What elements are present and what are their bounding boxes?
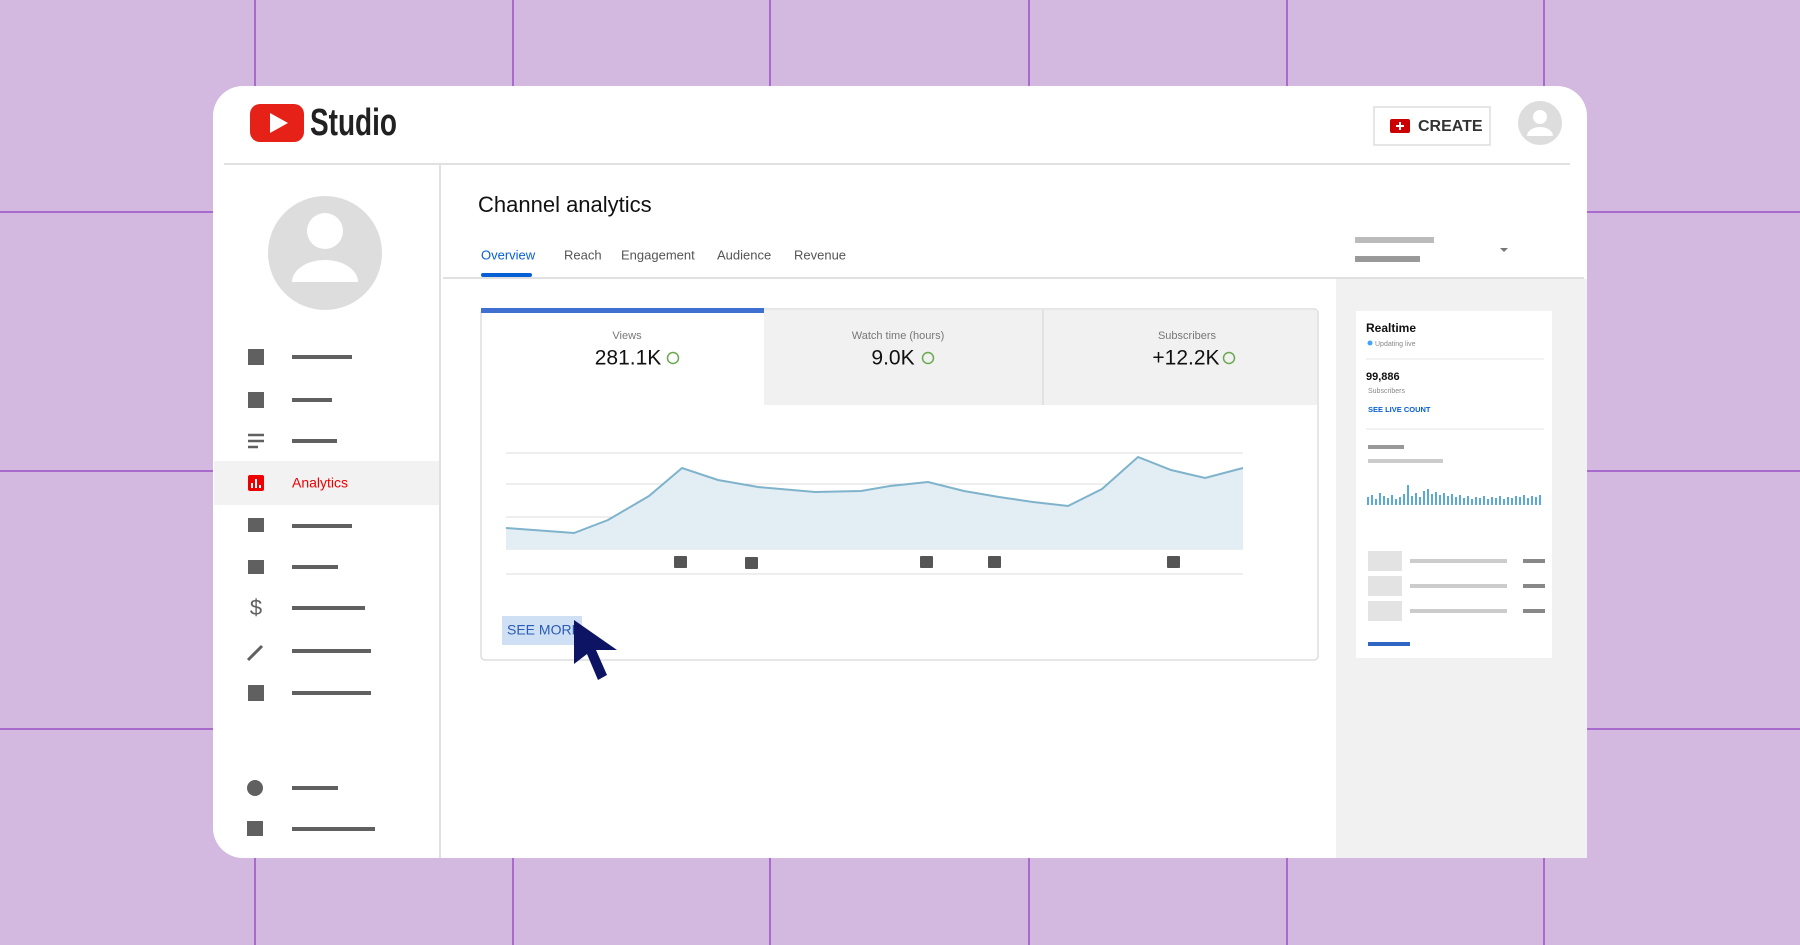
tab[interactable]: Reach <box>564 247 602 262</box>
logo[interactable]: Studio <box>250 102 397 144</box>
metric-value: 281.1K <box>595 347 662 370</box>
see-more-button[interactable]: SEE MORE <box>502 616 582 645</box>
live-count-link[interactable]: SEE LIVE COUNT <box>1368 405 1431 414</box>
metric-value: +12.2K <box>1152 347 1219 370</box>
check-icons <box>666 351 1236 365</box>
page-title: Channel analytics <box>478 192 652 217</box>
sidebar-nav: $ <box>246 349 375 836</box>
realtime-status: Updating live <box>1375 341 1416 348</box>
realtime-bars <box>1367 485 1541 505</box>
tab[interactable]: Audience <box>717 247 771 262</box>
metric-label: Views <box>612 330 642 342</box>
channel-avatar <box>268 196 382 310</box>
chart-illustration <box>505 452 1244 575</box>
date-selector[interactable] <box>1355 237 1508 262</box>
cursor <box>574 620 617 680</box>
tab[interactable]: Revenue <box>794 247 846 262</box>
create-button[interactable]: CREATE <box>1373 106 1491 146</box>
logo-text: Studio <box>310 102 397 144</box>
metric-tabs: Views 281.1K Watch time (hours) 9.0K Sub… <box>595 330 1220 370</box>
nav-analytics[interactable]: Analytics <box>248 475 348 491</box>
tab[interactable]: Engagement <box>621 247 695 262</box>
metric-label: Subscribers <box>1158 330 1217 342</box>
subscriber-count: 99,886 <box>1366 371 1400 383</box>
create-label: CREATE <box>1418 118 1483 135</box>
tabs: Overview Reach Engagement Audience Reven… <box>481 247 846 262</box>
nav-label: Analytics <box>292 475 348 491</box>
tab[interactable]: Overview <box>481 247 536 262</box>
realtime-title: Realtime <box>1366 321 1416 335</box>
metric-value: 9.0K <box>871 347 914 370</box>
metric-label: Watch time (hours) <box>852 330 945 342</box>
account-avatar[interactable] <box>1518 101 1562 145</box>
count-label: Subscribers <box>1368 388 1405 395</box>
svg-text:$: $ <box>250 595 262 620</box>
tab-indicator <box>481 273 532 277</box>
realtime-card <box>1356 311 1552 658</box>
see-more-label: SEE MORE <box>507 622 581 638</box>
